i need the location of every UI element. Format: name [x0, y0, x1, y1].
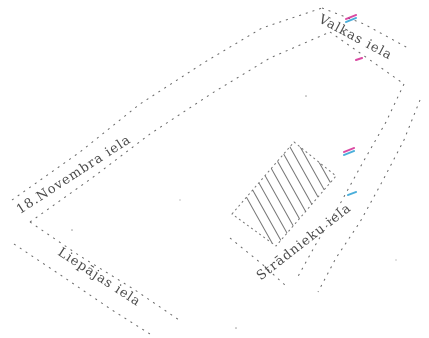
street-edge-valkas-upper — [321, 7, 409, 49]
street-edge-liepajas-upper — [29, 221, 183, 323]
street-edge-novembra-lower — [29, 31, 331, 223]
color-fringes — [343, 14, 363, 196]
street-edge-stradnieku-lower — [317, 99, 421, 293]
street-edge-novembra-upper — [11, 7, 323, 201]
map-specks — [71, 95, 397, 329]
hatched-building — [231, 141, 337, 247]
street-edge-stradnieku-upper — [295, 83, 405, 281]
street-edge-liepajas-lower — [13, 243, 151, 335]
